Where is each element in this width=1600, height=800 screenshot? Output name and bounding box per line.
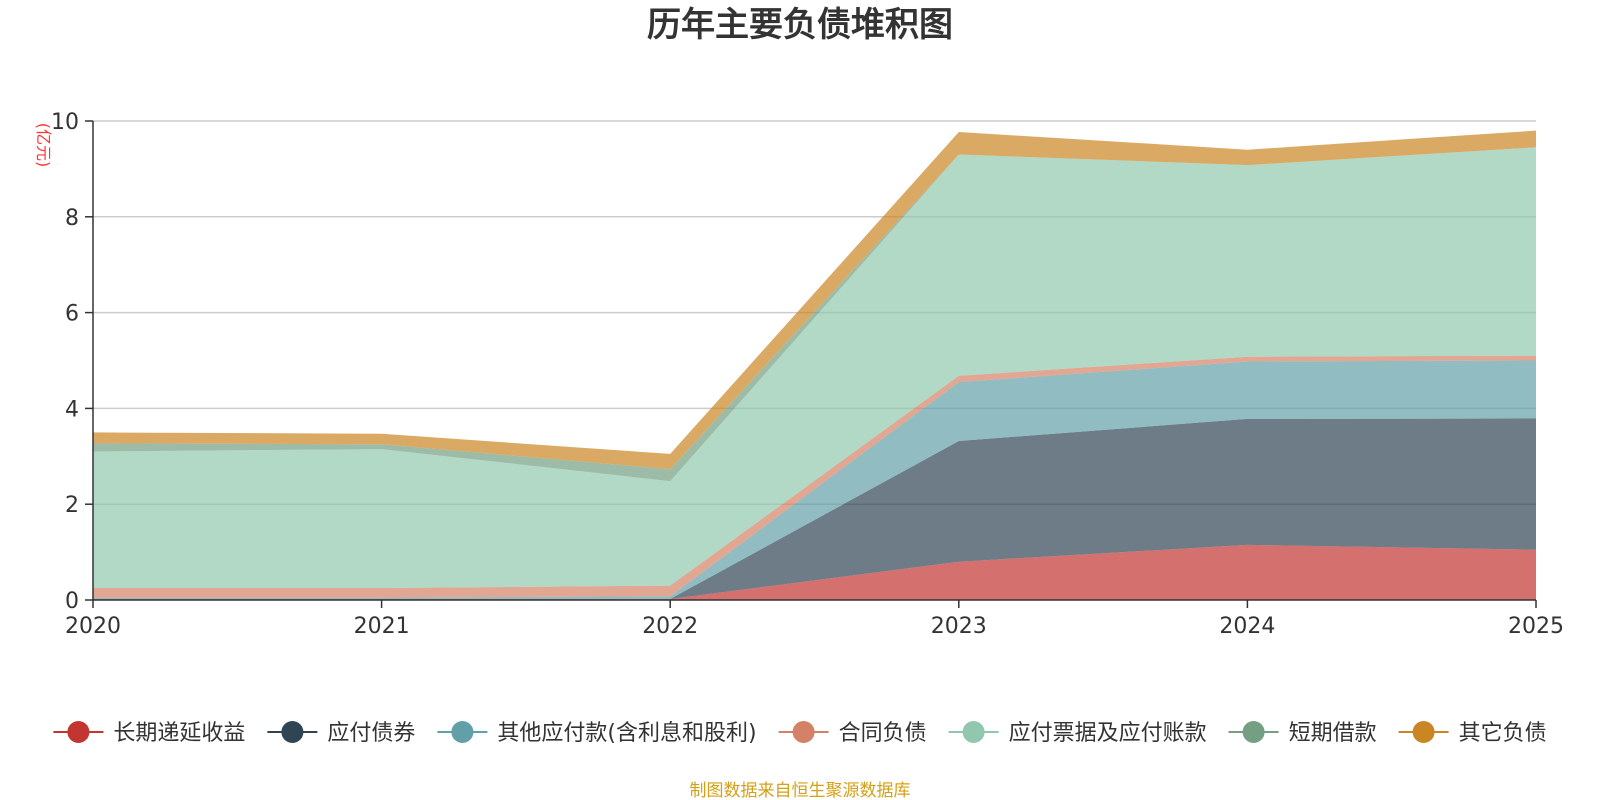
legend-marker-icon [451, 721, 474, 743]
legend-label: 长期递延收益 [113, 721, 245, 746]
x-tick-label: 2022 [642, 614, 698, 639]
y-tick-label: 8 [65, 206, 79, 231]
y-tick-label: 10 [51, 110, 79, 135]
legend-marker-icon [962, 721, 985, 743]
area-series-4 [93, 147, 1536, 589]
legend-item-4[interactable]: 应付票据及应付账款 [948, 721, 1207, 746]
data-source-note: 制图数据来自恒生聚源数据库 [690, 781, 911, 800]
legend-label: 合同负债 [839, 721, 927, 746]
legend-label: 短期借款 [1289, 721, 1377, 746]
x-tick-label: 2021 [354, 614, 410, 639]
x-tick-label: 2024 [1219, 614, 1275, 639]
legend-label: 应付债券 [327, 721, 415, 746]
axes: 0 2 4 6 8 10 2020 2021 2022 2023 2024 2025 [51, 110, 1564, 639]
legend-item-6[interactable]: 其它负债 [1398, 721, 1547, 746]
area-series-6 [93, 130, 1536, 470]
y-tick-label: 2 [65, 493, 79, 518]
legend-label: 其他应付款(含利息和股利) [497, 721, 756, 746]
legend-marker-icon [792, 721, 815, 743]
legend-marker-icon [67, 721, 90, 743]
legend-label: 应付票据及应付账款 [1009, 721, 1207, 746]
y-tick-label: 0 [65, 589, 79, 614]
x-tick-label: 2025 [1508, 614, 1564, 639]
x-tick-label: 2023 [931, 614, 987, 639]
y-tick-label: 6 [65, 302, 79, 327]
legend-label: 其它负债 [1459, 721, 1547, 746]
legend-item-0[interactable]: 长期递延收益 [53, 721, 245, 746]
legend: 长期递延收益 应付债券 其他应付款(含利息和股利) 合同负债 应付票据及应付账款 短期借款… [53, 721, 1547, 746]
legend-marker-icon [1242, 721, 1265, 743]
legend-item-3[interactable]: 合同负债 [778, 721, 927, 746]
area-series-2 [93, 360, 1536, 599]
area-series-0 [93, 544, 1536, 600]
area-series-1 [93, 418, 1536, 599]
x-tick-label: 2020 [65, 614, 121, 639]
chart-title: 历年主要负债堆积图 [647, 5, 953, 45]
y-tick-label: 4 [65, 397, 79, 422]
legend-item-1[interactable]: 应付债券 [267, 721, 415, 746]
legend-marker-icon [281, 721, 304, 743]
legend-marker-icon [1412, 721, 1435, 743]
area-series-5 [93, 147, 1536, 482]
area-series [93, 130, 1536, 600]
legend-item-2[interactable]: 其他应付款(含利息和股利) [437, 721, 757, 746]
legend-item-5[interactable]: 短期借款 [1228, 721, 1377, 746]
y-axis-unit: (亿元) [34, 123, 53, 168]
